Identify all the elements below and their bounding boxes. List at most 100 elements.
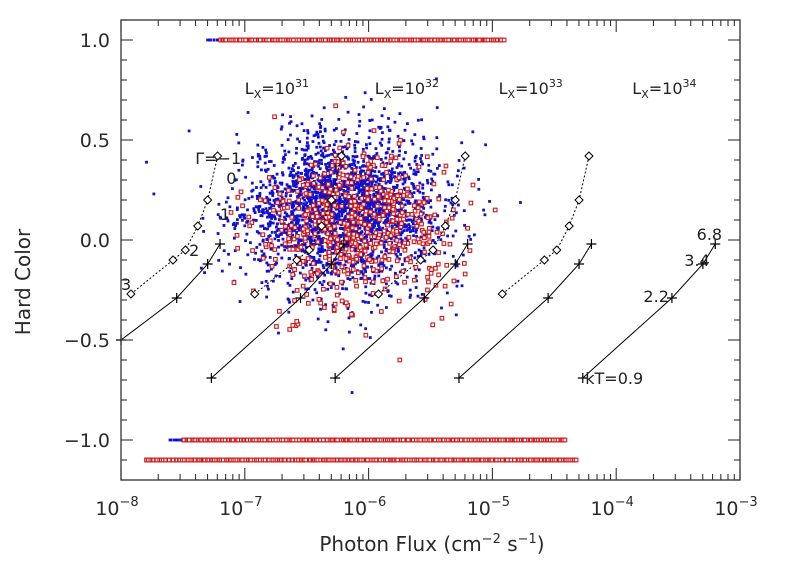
data-point (326, 320, 330, 324)
data-point (199, 266, 203, 270)
data-point (344, 259, 348, 263)
data-point (348, 163, 352, 167)
data-point (419, 157, 422, 160)
data-point (296, 137, 299, 141)
data-point (308, 223, 312, 227)
data-point (321, 154, 325, 158)
data-point (368, 180, 372, 184)
data-point (304, 178, 307, 181)
data-point (301, 266, 305, 270)
data-point (273, 237, 277, 241)
data-point (261, 224, 265, 228)
data-point (319, 180, 323, 184)
data-point (376, 191, 380, 195)
data-point (304, 223, 308, 226)
data-point (318, 158, 322, 162)
data-point (358, 166, 362, 169)
thermal-point (710, 239, 721, 249)
data-point (368, 129, 372, 133)
data-point (254, 219, 258, 222)
data-point (416, 189, 420, 193)
data-point (348, 203, 354, 209)
data-point (369, 201, 373, 205)
data-point (413, 251, 417, 255)
data-point (313, 239, 317, 243)
data-point (275, 261, 278, 265)
data-point (323, 273, 327, 277)
data-point (404, 225, 408, 229)
data-point (395, 199, 399, 203)
data-point (384, 240, 388, 243)
data-point (388, 129, 392, 132)
data-point (406, 201, 410, 205)
data-point (304, 292, 310, 297)
data-point (380, 197, 384, 200)
data-point (414, 223, 420, 229)
data-point (393, 155, 399, 161)
data-point (339, 298, 345, 304)
data-point (309, 202, 312, 206)
data-point (176, 438, 180, 442)
data-point (346, 194, 352, 200)
data-point (393, 171, 397, 174)
data-point (377, 254, 381, 258)
data-point (338, 202, 342, 206)
data-point (294, 185, 298, 189)
data-point (315, 130, 319, 134)
data-point (269, 216, 273, 220)
data-point (436, 235, 440, 239)
data-point (301, 218, 304, 222)
data-point (410, 229, 414, 233)
data-point (366, 177, 370, 181)
data-point (309, 238, 313, 242)
data-point (295, 231, 298, 234)
data-point (262, 252, 266, 256)
data-point (360, 276, 364, 280)
data-point (379, 179, 382, 182)
data-point (258, 154, 262, 158)
data-point (226, 196, 230, 200)
data-point (357, 202, 361, 206)
data-point (339, 165, 343, 168)
data-point (356, 260, 359, 264)
data-point (409, 211, 415, 217)
thermal-track (582, 243, 716, 379)
data-point (278, 275, 282, 278)
data-point (351, 154, 355, 158)
data-point (344, 190, 348, 193)
powerlaw-point (584, 151, 594, 161)
data-point (289, 133, 292, 137)
data-point (368, 209, 373, 215)
data-point (399, 221, 404, 227)
data-point (343, 217, 347, 221)
data-point (403, 186, 406, 190)
y-tick-label: −1.0 (64, 430, 110, 452)
data-point (308, 269, 314, 275)
data-point (463, 223, 466, 227)
data-point (359, 201, 363, 205)
data-point (315, 260, 319, 264)
data-point (488, 200, 491, 203)
data-point (305, 148, 308, 152)
data-point (321, 305, 327, 310)
data-point (169, 438, 173, 442)
data-point (422, 206, 426, 210)
data-point (342, 182, 346, 186)
data-point (288, 186, 292, 189)
data-point (446, 180, 450, 184)
data-point (370, 198, 373, 202)
data-point (363, 267, 367, 271)
data-point (519, 201, 522, 204)
gamma-label: 3 (121, 275, 131, 294)
data-point (268, 183, 272, 187)
data-point (412, 203, 417, 208)
data-point (388, 294, 391, 298)
data-point (265, 211, 269, 214)
data-point (345, 180, 351, 185)
data-point (312, 212, 316, 216)
powerlaw-point (373, 289, 384, 299)
data-point (300, 122, 304, 126)
data-point (309, 195, 313, 199)
data-point (465, 225, 471, 231)
thermal-point (574, 259, 585, 269)
